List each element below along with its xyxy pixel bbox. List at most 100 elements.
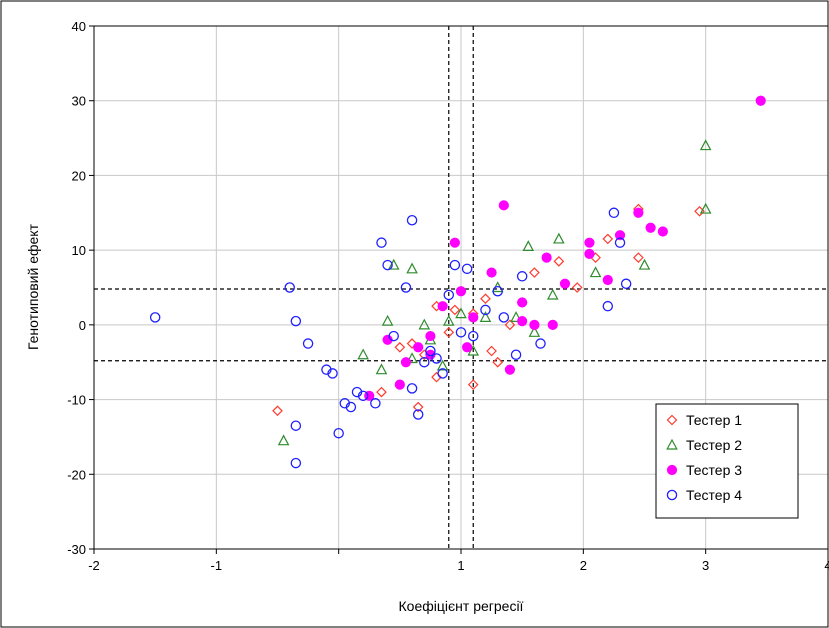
data-point-series-1	[406, 338, 418, 349]
data-point-series-2	[528, 326, 541, 337]
data-point-series-4	[620, 278, 632, 290]
data-point-series-2	[522, 240, 535, 252]
data-point-series-2	[553, 232, 565, 244]
data-point-series-4	[149, 312, 161, 323]
x-tick-label: 1	[457, 558, 464, 573]
data-point-series-1	[412, 401, 424, 413]
y-axis-title: Генотиповий ефект	[25, 223, 41, 350]
data-point-series-2	[277, 434, 290, 446]
data-points	[149, 95, 766, 469]
data-point-series-2	[406, 262, 418, 274]
data-point-series-1	[376, 386, 387, 398]
data-point-series-3	[400, 357, 412, 368]
data-point-series-4	[406, 215, 418, 226]
data-point-series-3	[541, 252, 552, 263]
data-point-series-1	[449, 304, 461, 316]
data-point-series-1	[504, 319, 516, 331]
legend-label-series-3: Тестер 3	[686, 462, 742, 478]
legend-label-series-4: Тестер 4	[686, 487, 742, 503]
x-axis-title: Коефіцієнт регресії	[399, 598, 524, 614]
legend-marker-series-2	[666, 438, 678, 450]
y-tick-label: 30	[72, 94, 86, 109]
data-point-series-3	[449, 237, 460, 248]
data-point-series-3	[437, 301, 448, 312]
data-point-series-4	[370, 398, 381, 409]
data-point-series-2	[406, 352, 418, 364]
data-point-series-4	[510, 349, 522, 360]
data-point-series-2	[455, 307, 467, 319]
legend-box	[655, 403, 799, 519]
data-point-series-2	[381, 314, 394, 326]
data-point-series-3	[462, 342, 473, 353]
legend: Тестер 1 Тестер 2 Тестер 3 Тестер 4	[655, 403, 799, 519]
data-point-series-3	[559, 278, 571, 289]
data-point-series-1	[553, 256, 565, 267]
y-tick-label: -20	[67, 467, 86, 482]
data-point-series-4	[400, 282, 412, 293]
data-point-series-3	[486, 267, 497, 278]
data-point-series-3	[584, 237, 595, 248]
data-point-series-2	[357, 348, 369, 360]
data-point-series-4	[345, 401, 357, 413]
data-point-series-2	[436, 359, 449, 371]
data-point-series-2	[699, 139, 712, 151]
data-point-series-3	[413, 342, 424, 353]
data-point-series-4	[339, 398, 351, 409]
data-point-series-4	[431, 353, 442, 364]
legend-marker-series-1	[666, 414, 678, 426]
data-point-series-2	[546, 288, 559, 300]
data-point-series-4	[290, 457, 302, 469]
y-tick-label: -10	[67, 393, 86, 408]
y-tick-label: 10	[72, 243, 86, 258]
data-point-series-4	[535, 338, 546, 349]
data-point-series-3	[498, 200, 509, 211]
data-point-series-3	[645, 222, 656, 233]
data-point-series-3	[584, 248, 595, 259]
data-point-series-1	[492, 356, 504, 368]
data-point-series-2	[418, 318, 431, 330]
data-point-series-3	[547, 319, 558, 330]
legend-marker-series-4	[666, 489, 678, 501]
data-point-series-4	[376, 237, 387, 248]
data-point-series-4	[357, 390, 369, 402]
data-point-series-4	[412, 409, 424, 420]
data-point-series-3	[529, 319, 540, 330]
data-point-series-3	[755, 95, 766, 106]
data-point-series-4	[327, 368, 338, 379]
data-point-series-1	[480, 293, 491, 305]
legend-marker-series-3	[666, 464, 678, 476]
data-point-series-2	[510, 311, 522, 322]
data-point-series-4	[467, 330, 479, 342]
data-point-series-3	[602, 274, 613, 286]
data-point-series-2	[589, 266, 602, 278]
data-point-series-1	[431, 371, 442, 383]
data-point-series-4	[449, 259, 461, 271]
data-point-series-4	[498, 312, 510, 323]
data-point-series-4	[290, 420, 302, 431]
grid	[94, 26, 828, 549]
data-point-series-4	[437, 368, 448, 379]
data-point-series-4	[455, 327, 467, 338]
data-point-series-1	[529, 267, 540, 278]
data-point-series-4	[492, 285, 503, 297]
data-point-series-4	[388, 330, 399, 342]
data-point-series-3	[633, 207, 644, 218]
data-point-series-4	[321, 364, 332, 375]
data-point-series-3	[455, 286, 467, 297]
data-point-series-1	[486, 345, 497, 357]
data-point-series-4	[516, 271, 528, 282]
x-tick-label: 4	[824, 558, 829, 573]
x-tick-label: 3	[702, 558, 709, 573]
data-point-series-3	[468, 312, 479, 323]
data-point-series-4	[614, 237, 626, 248]
data-point-series-1	[467, 379, 479, 390]
data-point-series-4	[480, 304, 491, 316]
x-tick-label: -1	[211, 558, 223, 573]
data-point-series-3	[504, 364, 516, 375]
legend-label-series-1: Тестер 1	[686, 412, 742, 428]
y-tick-label: 0	[79, 318, 86, 333]
data-point-series-2	[479, 311, 492, 322]
data-point-series-3	[517, 297, 528, 308]
data-point-series-3	[614, 230, 626, 241]
